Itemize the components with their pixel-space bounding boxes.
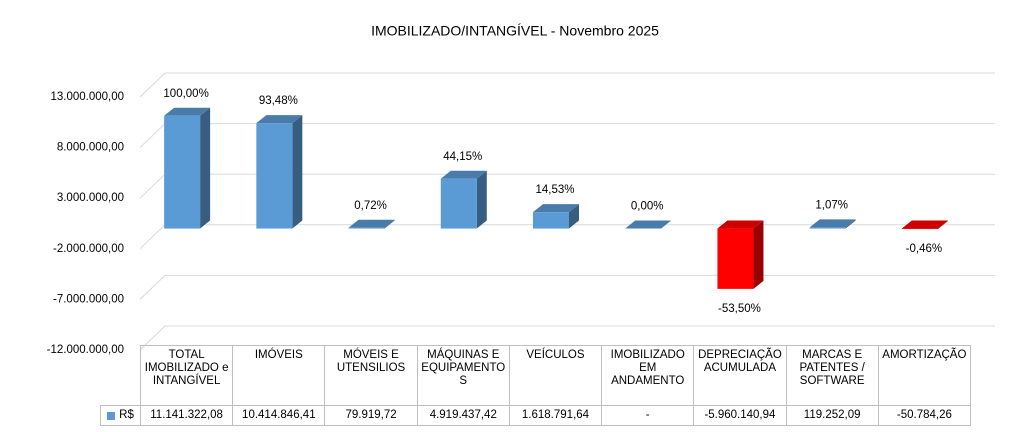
table-value: 11.141.322,08 <box>140 405 234 426</box>
table-value: 1.618.791,64 <box>508 405 603 426</box>
bar <box>901 228 938 230</box>
table-category: DEPRECIAÇÃO ACUMULADA <box>693 345 787 406</box>
bar-top <box>717 220 764 229</box>
y-tick-label: -2.000.000,00 <box>53 243 124 255</box>
bar-side <box>937 220 948 230</box>
table-value: -5.960.140,94 <box>693 405 787 426</box>
table-value: 10.414.846,41 <box>232 405 326 426</box>
bar-top <box>164 107 211 116</box>
data-label: 44,15% <box>443 151 482 163</box>
data-label: 93,48% <box>259 95 298 107</box>
bar-side <box>476 170 487 229</box>
legend-swatch <box>107 411 116 420</box>
table-category: AMORTIZAÇÃO <box>877 345 971 406</box>
y-tick-label: 8.000.000,00 <box>57 142 124 154</box>
table-category: MÓVEIS E UTENSILIOS <box>324 345 418 406</box>
bar-top <box>625 220 672 229</box>
bar-side <box>384 219 395 229</box>
table-value: 119.252,09 <box>785 405 879 426</box>
bar-side <box>753 220 764 289</box>
y-tick-label: 3.000.000,00 <box>57 192 124 204</box>
table-category: IMOBILIZADO EM ANDAMENTO <box>601 345 695 406</box>
grid-line <box>139 325 995 351</box>
bar <box>256 123 293 229</box>
bar <box>533 212 569 229</box>
table-value: 79.919,72 <box>324 405 418 426</box>
table-category: TOTAL IMOBILIZADO e INTANGÍVEL <box>140 345 234 406</box>
table-value: -50.784,26 <box>877 405 971 426</box>
data-label: 1,07% <box>815 199 848 211</box>
bar-top <box>440 170 487 179</box>
bar-side <box>200 107 211 229</box>
y-tick-label: -7.000.000,00 <box>53 293 124 305</box>
data-label: -0,46% <box>906 243 942 255</box>
data-label: -53,50% <box>718 303 761 315</box>
bar <box>348 227 385 229</box>
y-tick-label: -12.000.000,00 <box>47 344 124 356</box>
bar <box>440 178 477 229</box>
bar-side <box>569 204 579 229</box>
chart-title: IMOBILIZADO/INTANGÍVEL - Novembro 2025 <box>371 23 659 39</box>
bar <box>164 115 201 229</box>
y-tick-label: 13.000.000,00 <box>50 91 124 103</box>
data-label: 100,00% <box>163 88 208 100</box>
bar-side <box>292 115 303 229</box>
table-value: 4.919.437,42 <box>416 405 510 426</box>
bar-top <box>533 204 579 213</box>
bar-top <box>901 220 948 229</box>
data-label: 0,72% <box>354 200 387 212</box>
bar-side <box>845 219 856 229</box>
bar-top <box>256 115 303 124</box>
grid-line <box>139 72 995 98</box>
grid-line <box>139 274 995 300</box>
bar-top <box>348 219 395 228</box>
table-category: VEÍCULOS <box>508 345 603 406</box>
legend-label: R$ <box>119 409 134 421</box>
bar <box>717 228 754 289</box>
table-category: MÁQUINAS E EQUIPAMENTOS <box>416 345 510 406</box>
data-label: 14,53% <box>535 184 574 196</box>
legend-cell: R$ <box>100 405 141 426</box>
data-label: 0,00% <box>631 201 664 213</box>
bar-top <box>809 219 856 228</box>
table-category: MARCAS E PATENTES / SOFTWARE <box>785 345 879 406</box>
table-value: - <box>601 405 695 426</box>
bar <box>809 227 846 229</box>
table-category: IMÓVEIS <box>232 345 326 406</box>
